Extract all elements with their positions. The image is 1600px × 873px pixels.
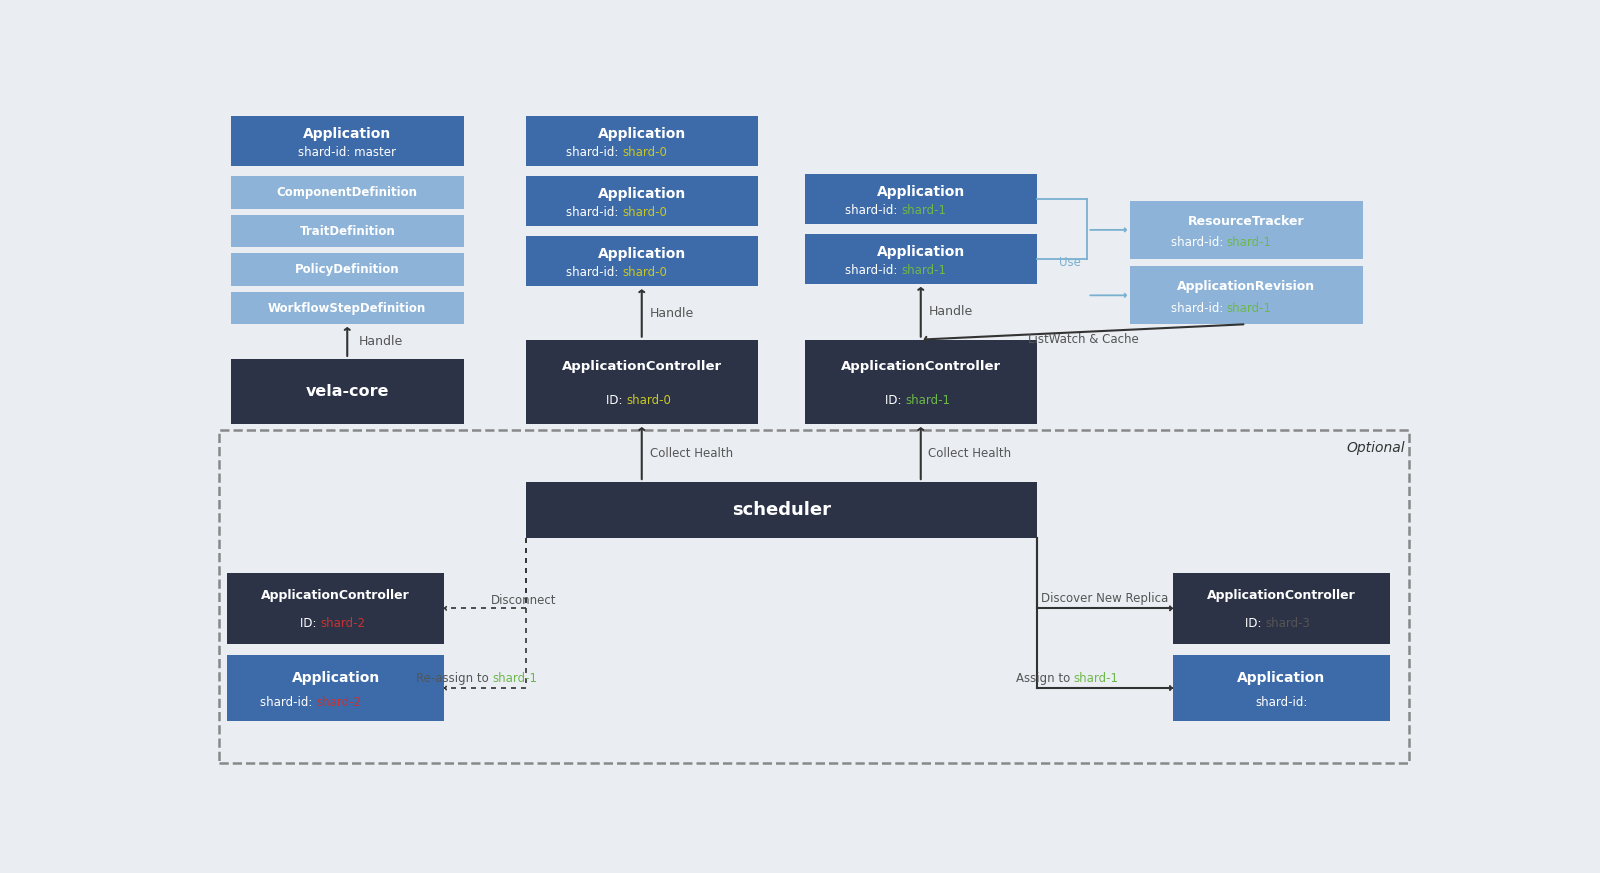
Text: PolicyDefinition: PolicyDefinition xyxy=(294,263,400,276)
Text: shard-id:: shard-id: xyxy=(261,696,317,709)
Text: Collect Health: Collect Health xyxy=(650,447,733,460)
FancyBboxPatch shape xyxy=(227,656,445,721)
FancyBboxPatch shape xyxy=(230,359,464,424)
Text: ApplicationController: ApplicationController xyxy=(562,361,722,374)
FancyBboxPatch shape xyxy=(1173,656,1390,721)
Text: shard-0: shard-0 xyxy=(622,146,667,159)
Text: Application: Application xyxy=(877,184,965,198)
FancyBboxPatch shape xyxy=(805,234,1037,285)
Text: Application: Application xyxy=(598,247,686,261)
Text: ResourceTracker: ResourceTracker xyxy=(1187,215,1304,228)
Text: Discover New Replica: Discover New Replica xyxy=(1042,592,1168,605)
Text: ApplicationController: ApplicationController xyxy=(840,361,1002,374)
Text: Collect Health: Collect Health xyxy=(928,447,1011,460)
Text: shard-id:: shard-id: xyxy=(845,264,901,277)
Text: shard-2: shard-2 xyxy=(317,696,362,709)
FancyBboxPatch shape xyxy=(525,482,1037,538)
Text: ID:: ID: xyxy=(885,394,906,407)
Text: shard-1: shard-1 xyxy=(906,394,950,407)
Text: shard-1: shard-1 xyxy=(901,264,946,277)
Text: shard-3: shard-3 xyxy=(1266,617,1310,630)
FancyBboxPatch shape xyxy=(805,340,1037,424)
Text: shard-0: shard-0 xyxy=(622,206,667,219)
FancyBboxPatch shape xyxy=(230,292,464,324)
Text: ID:: ID: xyxy=(299,617,320,630)
Text: vela-core: vela-core xyxy=(306,384,389,399)
Text: Application: Application xyxy=(291,671,379,685)
Text: Application: Application xyxy=(877,244,965,258)
FancyBboxPatch shape xyxy=(805,174,1037,224)
Text: shard-1: shard-1 xyxy=(1227,301,1272,314)
FancyBboxPatch shape xyxy=(230,116,464,167)
Text: shard-1: shard-1 xyxy=(901,203,946,217)
Text: ApplicationController: ApplicationController xyxy=(261,589,410,602)
Text: Optional: Optional xyxy=(1347,441,1405,455)
Text: shard-0: shard-0 xyxy=(626,394,670,407)
FancyBboxPatch shape xyxy=(1173,573,1390,643)
Text: shard-id:: shard-id: xyxy=(1254,696,1307,709)
Text: Re-assign to: Re-assign to xyxy=(416,671,493,684)
FancyBboxPatch shape xyxy=(1130,201,1363,258)
Text: shard-id:: shard-id: xyxy=(1171,236,1227,249)
Text: ListWatch & Cache: ListWatch & Cache xyxy=(1029,333,1139,346)
Text: shard-1: shard-1 xyxy=(493,671,538,684)
Text: Assign to: Assign to xyxy=(1016,671,1074,684)
Text: Application: Application xyxy=(598,187,686,201)
Text: shard-1: shard-1 xyxy=(1227,236,1272,249)
Text: shard-id:: shard-id: xyxy=(845,203,901,217)
Text: Handle: Handle xyxy=(928,306,973,319)
FancyBboxPatch shape xyxy=(230,176,464,209)
Text: ApplicationRevision: ApplicationRevision xyxy=(1178,280,1315,293)
FancyBboxPatch shape xyxy=(525,340,758,424)
Text: Application: Application xyxy=(598,127,686,141)
FancyBboxPatch shape xyxy=(230,215,464,247)
FancyBboxPatch shape xyxy=(227,573,445,643)
FancyBboxPatch shape xyxy=(525,237,758,286)
Text: shard-id:: shard-id: xyxy=(1171,301,1227,314)
Text: WorkflowStepDefinition: WorkflowStepDefinition xyxy=(269,301,426,314)
Text: Handle: Handle xyxy=(650,306,694,320)
Text: shard-id: master: shard-id: master xyxy=(298,146,397,159)
Text: scheduler: scheduler xyxy=(731,501,830,519)
Text: Handle: Handle xyxy=(358,335,403,348)
Text: TraitDefinition: TraitDefinition xyxy=(299,224,395,237)
Text: ComponentDefinition: ComponentDefinition xyxy=(277,186,418,199)
Text: Disconnect: Disconnect xyxy=(491,595,557,607)
FancyBboxPatch shape xyxy=(525,116,758,167)
Text: ID:: ID: xyxy=(606,394,626,407)
FancyBboxPatch shape xyxy=(1130,266,1363,324)
Text: shard-id:: shard-id: xyxy=(566,206,622,219)
Text: Application: Application xyxy=(302,127,392,141)
Text: shard-id:: shard-id: xyxy=(566,146,622,159)
Text: shard-1: shard-1 xyxy=(1074,671,1118,684)
Text: ApplicationController: ApplicationController xyxy=(1206,589,1355,602)
Text: ID:: ID: xyxy=(1245,617,1266,630)
Text: shard-2: shard-2 xyxy=(320,617,365,630)
Text: shard-0: shard-0 xyxy=(622,266,667,279)
FancyBboxPatch shape xyxy=(525,176,758,226)
Text: Application: Application xyxy=(1237,671,1325,685)
Text: shard-id:: shard-id: xyxy=(566,266,622,279)
FancyBboxPatch shape xyxy=(230,253,464,285)
Text: Use: Use xyxy=(1059,256,1082,269)
